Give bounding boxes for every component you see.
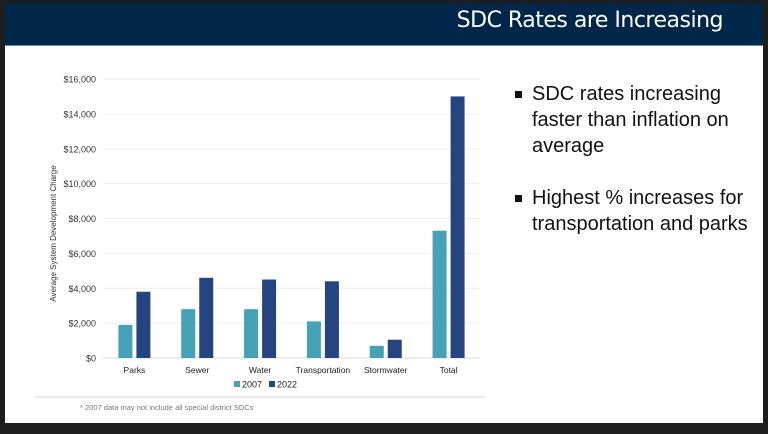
- bar-2022-transportation: [324, 281, 339, 358]
- bar-2022-total: [450, 96, 465, 358]
- bullet-text: SDC rates increasing faster than inflati…: [532, 83, 729, 157]
- bullet-item: Highest % increases for transportation a…: [515, 185, 755, 237]
- legend-swatch-2007: [234, 381, 240, 387]
- y-tick-label: $2,000: [68, 319, 96, 329]
- bar-2022-parks: [136, 291, 151, 358]
- y-tick-label: $16,000: [63, 75, 96, 85]
- title-bar: SDC Rates are Increasing: [5, 3, 763, 46]
- legend-swatch-2022: [269, 381, 275, 387]
- x-tick-label: Parks: [124, 365, 146, 375]
- legend-label: 2007: [242, 380, 262, 390]
- x-tick-label: Stormwater: [364, 365, 408, 375]
- legend-label: 2022: [277, 380, 297, 390]
- bullet-square-icon: [515, 91, 522, 98]
- y-tick-label: $12,000: [63, 144, 96, 154]
- footnote: * 2007 data may not include all special …: [80, 403, 254, 412]
- y-tick-label: $4,000: [68, 284, 96, 294]
- slide-title: SDC Rates are Increasing: [456, 8, 724, 33]
- x-tick-label: Sewer: [185, 365, 209, 375]
- bullet-text: Highest % increases for transportation a…: [532, 187, 748, 235]
- y-tick-label: $14,000: [63, 109, 96, 119]
- bar-2007-water: [244, 309, 259, 358]
- y-axis-label: Average System Development Charge: [49, 165, 58, 302]
- bullet-item: SDC rates increasing faster than inflati…: [515, 81, 755, 159]
- x-tick-label: Total: [440, 365, 458, 375]
- y-tick-label: $0: [86, 354, 96, 364]
- slide: SDC Rates are Increasing $0 $2,000 $4,000 $…: [5, 3, 763, 423]
- bar-2022-stormwater: [387, 339, 402, 358]
- bar-chart: $0 $2,000 $4,000 $6,000 $8,000 $10,000 $12,000…: [35, 75, 485, 412]
- y-tick-label: $10,000: [63, 179, 96, 189]
- bar-2022-sewer: [199, 277, 214, 358]
- y-tick-label: $6,000: [68, 249, 96, 259]
- x-tick-label: Water: [249, 365, 272, 375]
- bullet-list: SDC rates increasing faster than inflati…: [515, 81, 755, 263]
- y-tick-label: $8,000: [68, 214, 96, 224]
- bullet-square-icon: [515, 195, 522, 202]
- bar-2022-water: [262, 279, 277, 358]
- bar-2007-sewer: [181, 309, 196, 358]
- bar-2007-parks: [118, 324, 133, 358]
- x-tick-label: Transportation: [296, 365, 351, 375]
- bar-2007-transportation: [306, 321, 321, 358]
- bar-2007-stormwater: [369, 345, 384, 358]
- bar-2007-total: [432, 230, 447, 358]
